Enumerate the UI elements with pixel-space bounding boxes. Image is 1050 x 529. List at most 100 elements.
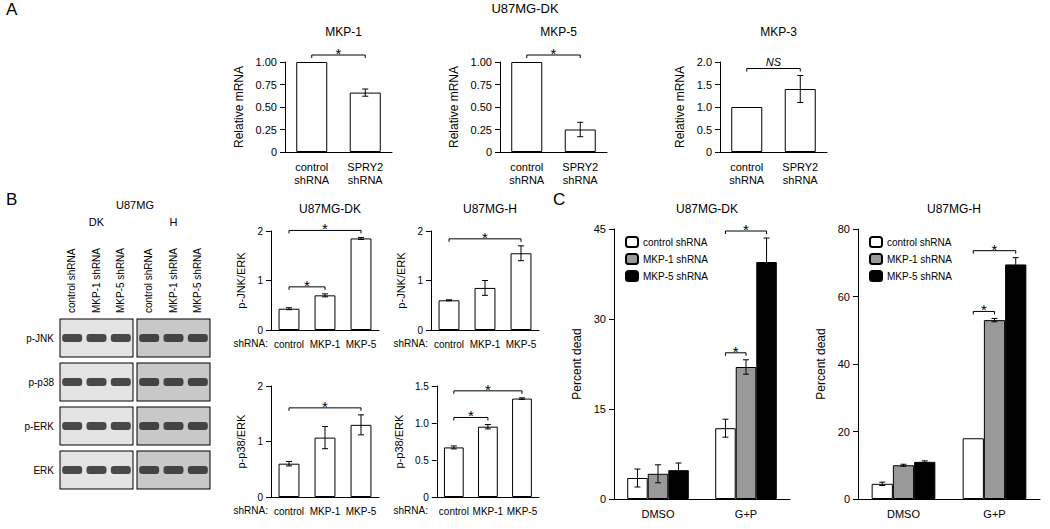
svg-text:SPRY2: SPRY2 [347,161,383,173]
svg-text:0: 0 [423,492,429,503]
svg-text:MKP-5: MKP-5 [346,339,377,350]
svg-text:U87MG-DK: U87MG-DK [299,202,361,216]
svg-text:shRNA: shRNA [729,174,765,186]
svg-text:MKP-5 shRNA: MKP-5 shRNA [887,271,952,282]
svg-text:MKP-1: MKP-1 [325,25,362,39]
svg-text:30: 30 [594,313,606,325]
svg-text:shRNA:: shRNA: [394,505,428,516]
svg-text:*: * [336,45,342,62]
svg-text:Relative mRNA: Relative mRNA [447,66,461,148]
svg-text:*: * [322,220,328,237]
svg-text:shRNA:: shRNA: [394,338,428,349]
svg-text:control: control [274,339,304,350]
svg-text:p-JNK/ERK: p-JNK/ERK [395,252,407,309]
svg-text:40: 40 [838,358,850,370]
svg-text:G+P: G+P [983,508,1005,520]
svg-text:shRNA: shRNA [783,174,819,186]
svg-text:1.00: 1.00 [471,56,492,68]
svg-text:p-JNK/ERK: p-JNK/ERK [235,252,247,309]
svg-text:1: 1 [257,275,263,286]
svg-text:MKP-1: MKP-1 [470,339,501,350]
svg-text:1: 1 [257,436,263,447]
svg-text:SPRY2: SPRY2 [562,161,598,173]
svg-text:2: 2 [257,381,263,392]
svg-text:Percent dead: Percent dead [570,328,584,399]
svg-text:control: control [434,339,464,350]
svg-text:60: 60 [838,291,850,303]
svg-text:control: control [295,161,328,173]
svg-text:2.0: 2.0 [697,56,712,68]
svg-text:Relative mRNA: Relative mRNA [232,66,246,148]
svg-text:0: 0 [844,493,850,505]
svg-text:MKP-1: MKP-1 [473,506,504,517]
svg-text:MKP-5: MKP-5 [506,339,537,350]
svg-text:shRNA:: shRNA: [234,505,268,516]
svg-text:U87MG: U87MG [116,199,154,211]
svg-text:0: 0 [706,146,712,158]
svg-text:MKP-5 shRNA: MKP-5 shRNA [192,248,203,313]
svg-text:1.5: 1.5 [415,381,429,392]
svg-text:shRNA: shRNA [348,174,384,186]
svg-text:p-p38/ERK: p-p38/ERK [235,414,247,468]
svg-text:0: 0 [257,325,263,336]
svg-text:0.25: 0.25 [256,124,277,136]
svg-text:MKP-1 shRNA: MKP-1 shRNA [643,254,708,265]
svg-text:0.5: 0.5 [697,124,712,136]
svg-text:1.0: 1.0 [697,101,712,113]
svg-text:control shRNA: control shRNA [143,248,154,313]
svg-text:control shRNA: control shRNA [887,237,952,248]
svg-text:0.5: 0.5 [415,455,429,466]
svg-text:1.5: 1.5 [697,79,712,91]
svg-text:MKP-1: MKP-1 [310,506,341,517]
svg-text:0: 0 [600,493,606,505]
svg-text:MKP-5 shRNA: MKP-5 shRNA [115,248,126,313]
svg-text:0: 0 [271,146,277,158]
svg-text:shRNA: shRNA [563,174,599,186]
svg-text:0: 0 [257,492,263,503]
svg-text:*: * [322,398,328,415]
svg-text:shRNA: shRNA [509,174,545,186]
svg-text:DK: DK [89,216,105,228]
svg-text:Relative mRNA: Relative mRNA [673,66,687,148]
svg-text:MKP-5 shRNA: MKP-5 shRNA [643,271,708,282]
svg-text:0.75: 0.75 [256,79,277,91]
svg-text:*: * [482,229,488,246]
svg-text:80: 80 [838,223,850,235]
svg-text:MKP-5: MKP-5 [507,506,538,517]
svg-text:U87MG-H: U87MG-H [927,202,981,216]
svg-text:control: control [730,161,763,173]
svg-text:2: 2 [257,226,263,237]
svg-text:1: 1 [417,275,423,286]
svg-text:control shRNA: control shRNA [66,248,77,313]
svg-text:*: * [551,45,557,62]
svg-text:2: 2 [417,226,423,237]
svg-text:1.00: 1.00 [256,56,277,68]
svg-text:15: 15 [594,403,606,415]
svg-text:*: * [733,343,739,360]
svg-text:MKP-5: MKP-5 [540,25,577,39]
svg-text:G+P: G+P [735,508,757,520]
svg-text:control: control [274,506,304,517]
svg-text:MKP-1 shRNA: MKP-1 shRNA [887,254,952,265]
svg-text:shRNA: shRNA [294,174,330,186]
svg-text:DMSO: DMSO [887,508,920,520]
svg-text:p-p38/ERK: p-p38/ERK [393,414,405,468]
svg-text:*: * [468,407,474,424]
svg-text:NS: NS [766,56,782,68]
svg-text:MKP-1 shRNA: MKP-1 shRNA [91,248,102,313]
svg-text:*: * [981,301,987,318]
svg-text:MKP-1: MKP-1 [310,339,341,350]
svg-text:45: 45 [594,223,606,235]
svg-text:0.75: 0.75 [471,79,492,91]
svg-text:MKP-3: MKP-3 [760,25,797,39]
svg-text:Percent dead: Percent dead [814,328,828,399]
svg-text:U87MG-H: U87MG-H [463,202,517,216]
svg-text:*: * [485,381,491,398]
svg-text:control: control [510,161,543,173]
svg-text:MKP-5: MKP-5 [346,506,377,517]
svg-text:0.25: 0.25 [471,124,492,136]
svg-text:p-p38: p-p38 [28,377,54,388]
svg-text:SPRY2: SPRY2 [782,161,818,173]
svg-text:shRNA:: shRNA: [234,338,268,349]
svg-text:*: * [743,221,749,238]
